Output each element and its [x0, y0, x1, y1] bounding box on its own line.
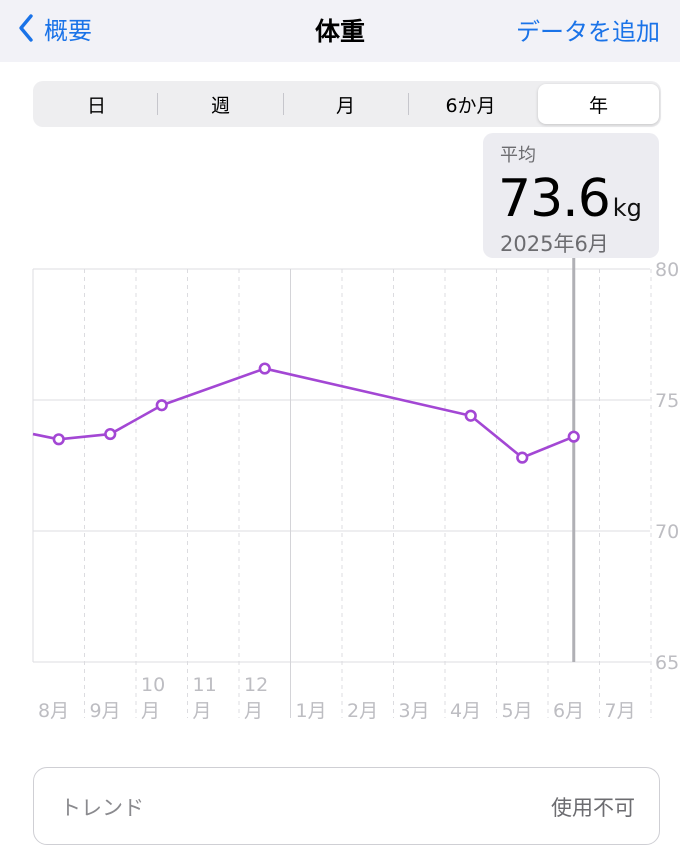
y-tick-label: 75 [655, 390, 679, 412]
add-data-button[interactable]: データを追加 [516, 18, 660, 46]
x-tick-label: 1月 [296, 700, 327, 722]
x-tick-label: 10 [141, 674, 165, 696]
y-tick-label: 80 [655, 259, 679, 281]
tab-day[interactable]: 日 [86, 94, 106, 117]
x-tick-label: 6月 [553, 700, 584, 722]
trend-status: 使用不可 [551, 796, 635, 820]
summary-date: 2025年6月 [500, 232, 609, 256]
x-tick-label-suffix: 月 [193, 700, 212, 722]
tab-6-months[interactable]: 6か月 [445, 94, 496, 117]
segment-divider [408, 93, 409, 115]
x-tick-label: 12 [244, 674, 268, 696]
x-tick-label: 3月 [399, 700, 430, 722]
y-tick-label: 65 [655, 652, 679, 674]
data-point [567, 430, 580, 443]
x-tick-label: 7月 [605, 700, 636, 722]
data-point [516, 451, 529, 464]
trend-card[interactable]: トレンド 使用不可 [33, 767, 660, 845]
y-tick-label: 70 [655, 521, 679, 543]
navigation-bar: 概要 体重 データを追加 [0, 0, 680, 62]
weight-line-chart[interactable]: 80 75 70 65 8月 9月 10 月 11 月 12 月 1月 2月 3月 4月 5月 6月 7月 [0, 258, 680, 728]
tab-week[interactable]: 週 [210, 94, 230, 117]
segment-divider [283, 93, 284, 115]
data-point [258, 362, 271, 375]
x-tick-label: 8月 [38, 700, 69, 722]
x-tick-label: 4月 [450, 700, 481, 722]
data-point [104, 427, 117, 441]
weight-unit: kg [612, 194, 642, 222]
back-button[interactable]: 概要 [18, 10, 92, 46]
x-tick-label: 9月 [90, 700, 121, 722]
x-tick-label-suffix: 月 [141, 700, 160, 722]
chevron-left-icon [18, 13, 34, 43]
average-value-row: 73.6 kg [498, 169, 642, 229]
trend-label: トレンド [60, 796, 144, 820]
average-value: 73.6 [498, 169, 611, 229]
x-tick-label-suffix: 月 [244, 700, 263, 722]
segment-divider [157, 93, 158, 115]
tab-month[interactable]: 月 [335, 94, 355, 117]
x-tick-label: 11 [193, 674, 217, 696]
summary-callout: 平均 73.6 kg 2025年6月 [483, 133, 659, 258]
back-label: 概要 [44, 16, 92, 45]
x-tick-label: 5月 [502, 700, 533, 722]
data-point [464, 409, 477, 422]
tab-year[interactable]: 年 [538, 84, 659, 124]
average-label: 平均 [500, 145, 536, 166]
page-title: 体重 [314, 17, 365, 46]
weight-series-line [32, 367, 575, 459]
data-point [52, 433, 65, 446]
x-tick-label: 2月 [347, 700, 378, 722]
time-range-segmented-control: 日 週 月 6か月 年 [33, 81, 661, 127]
data-point [155, 399, 168, 412]
